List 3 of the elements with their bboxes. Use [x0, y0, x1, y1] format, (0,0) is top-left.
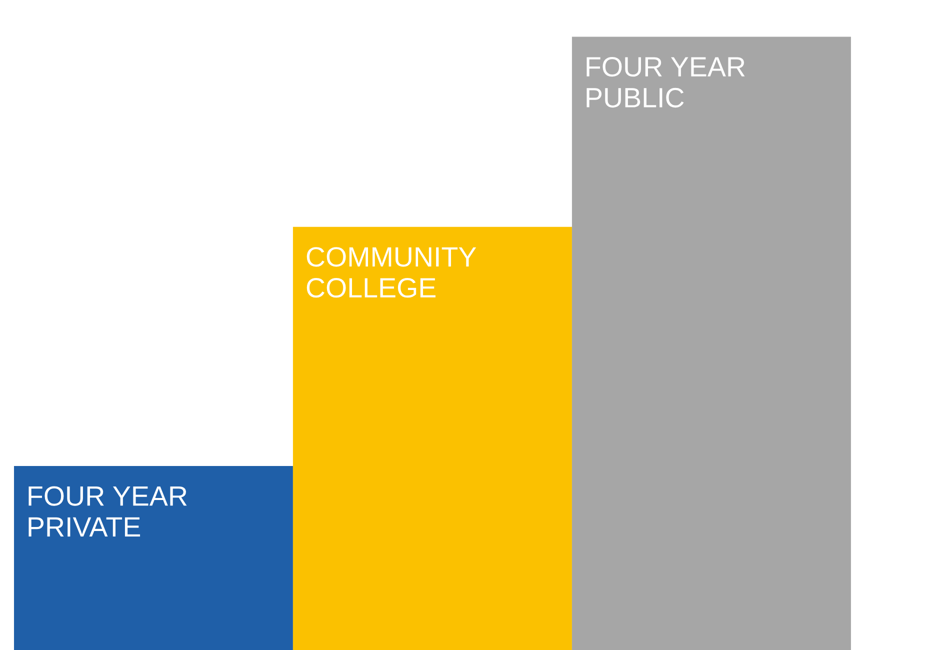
x-tick-label: FOUR YEAR PUBLIC — [586, 56, 745, 108]
x-tick-label: COMMUNITY COLLEGE — [306, 247, 476, 298]
x-tick-label: FOUR YEAR PRIVATE — [28, 486, 187, 537]
